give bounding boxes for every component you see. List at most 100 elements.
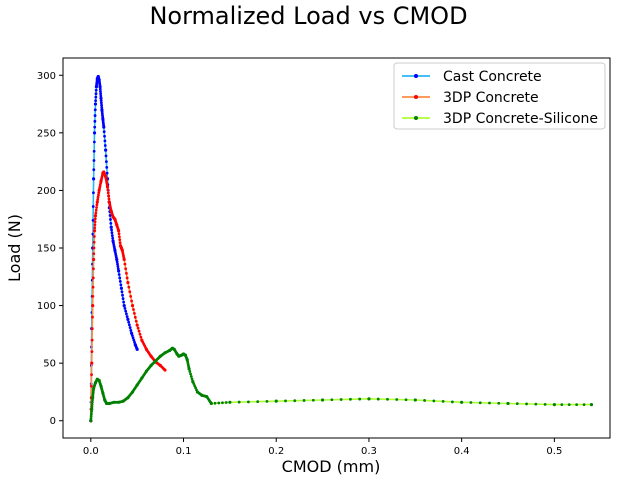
data-point [460, 400, 464, 404]
data-point [90, 361, 94, 365]
data-point [104, 154, 108, 158]
data-point [92, 235, 96, 238]
data-point [89, 384, 93, 388]
data-point [111, 236, 115, 240]
data-point [90, 338, 94, 342]
data-point [95, 203, 99, 207]
x-tick-label: 0.3 [361, 446, 377, 457]
data-point [138, 332, 142, 336]
data-point [515, 402, 519, 406]
x-tick-label: 0.0 [83, 446, 99, 457]
data-point [376, 397, 380, 401]
data-point [90, 410, 93, 413]
data-point [133, 315, 137, 319]
data-point [441, 399, 445, 403]
data-point [92, 267, 95, 271]
x-tick-label: 0.2 [268, 446, 284, 457]
legend-swatch-marker [414, 95, 418, 99]
data-point [293, 399, 297, 403]
data-point [94, 92, 98, 96]
data-point [423, 399, 426, 402]
data-point [132, 338, 136, 342]
data-point [118, 241, 122, 245]
data-point [124, 267, 128, 271]
x-tick-label: 0.1 [176, 446, 192, 457]
data-point [124, 309, 128, 313]
data-point [90, 403, 94, 407]
series-layer [89, 74, 594, 423]
data-point [132, 308, 135, 311]
legend-label: 3DP Concrete-Silicone [443, 111, 598, 127]
data-point [123, 262, 127, 266]
series-markers-2 [89, 346, 594, 423]
data-point [302, 399, 306, 402]
data-point [135, 323, 139, 327]
series-markers-0 [89, 74, 139, 423]
data-point [93, 108, 97, 112]
data-point [110, 231, 114, 235]
data-point [91, 398, 94, 402]
y-tick-label: 150 [37, 244, 56, 255]
data-point [99, 89, 102, 93]
data-point [100, 106, 104, 109]
data-point [137, 329, 141, 333]
data-point [103, 134, 106, 138]
data-point [127, 323, 131, 327]
data-point [106, 188, 110, 192]
legend-swatch-marker [414, 116, 418, 120]
data-point [102, 130, 106, 134]
data-point [93, 223, 97, 227]
data-point [311, 398, 315, 402]
data-point [119, 286, 124, 290]
data-point [90, 407, 94, 411]
data-point [126, 317, 130, 321]
data-point [118, 276, 122, 280]
data-point [534, 402, 538, 406]
data-point [93, 114, 97, 117]
data-point [108, 214, 112, 217]
data-point [99, 101, 103, 105]
data-point [284, 399, 287, 403]
y-tick-label: 0 [50, 416, 56, 427]
data-point [116, 267, 120, 271]
data-point [118, 238, 122, 242]
data-point [94, 95, 98, 99]
data-point [128, 326, 132, 330]
data-point [94, 208, 98, 212]
data-point [94, 99, 98, 103]
data-point [92, 149, 96, 153]
data-point [575, 403, 579, 407]
data-point [116, 265, 120, 268]
data-point [228, 400, 232, 404]
data-point [125, 271, 128, 275]
data-point [127, 285, 131, 289]
x-ticks: 0.0 0.1 0.2 0.3 0.4 0.5 [83, 438, 562, 457]
data-point [134, 319, 138, 323]
data-point [274, 399, 278, 403]
data-point [189, 375, 193, 378]
data-point [95, 206, 98, 209]
data-point [125, 312, 128, 316]
data-point [102, 125, 106, 129]
data-point [92, 168, 96, 172]
chart-title: Normalized Load vs CMOD [149, 2, 468, 30]
series-line-2 [90, 347, 592, 421]
data-point [128, 290, 132, 294]
data-point [89, 419, 93, 423]
data-point [130, 334, 134, 337]
data-point [94, 211, 98, 215]
data-point [237, 400, 241, 404]
data-point [139, 335, 143, 339]
data-point [320, 398, 325, 402]
data-point [450, 400, 454, 404]
data-point [125, 315, 129, 319]
data-point [91, 218, 95, 222]
data-point [488, 401, 491, 405]
y-tick-label: 300 [37, 71, 56, 82]
data-point [96, 198, 100, 202]
data-point [117, 273, 121, 276]
data-point [126, 280, 130, 285]
data-point [589, 403, 594, 407]
data-point [91, 285, 95, 289]
